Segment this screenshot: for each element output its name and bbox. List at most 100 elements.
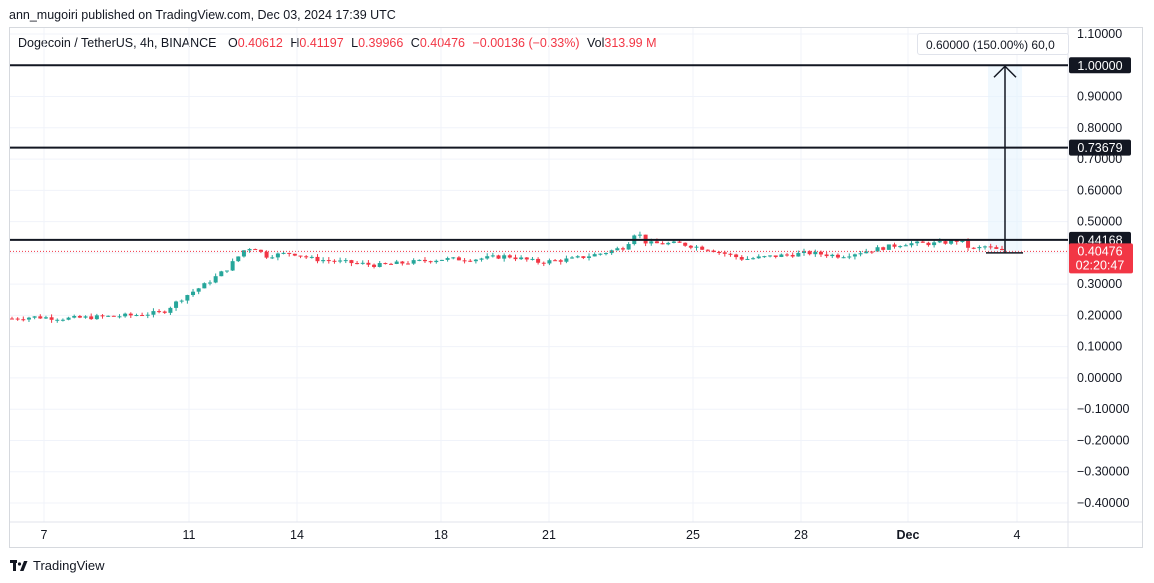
candle-body — [869, 251, 874, 253]
symbol-label[interactable]: Dogecoin / TetherUS, 4h, BINANCE — [18, 36, 217, 50]
candle-body — [179, 300, 184, 302]
y-tick-label: −0.30000 — [1077, 465, 1130, 479]
candle-body — [422, 259, 427, 262]
candle-body — [705, 249, 710, 251]
candle-body — [915, 241, 920, 244]
candle-body — [462, 260, 467, 262]
candle-body — [654, 241, 659, 244]
candle-body — [145, 314, 150, 316]
candle-body — [411, 260, 416, 264]
candle-body — [128, 313, 133, 316]
candle-body — [185, 295, 190, 301]
candle-body — [38, 316, 43, 319]
candle-body — [275, 253, 280, 258]
candle-body — [926, 242, 931, 246]
y-tick-label: 0.50000 — [1077, 215, 1122, 229]
candle-body — [270, 257, 275, 259]
close-label: C — [410, 36, 420, 50]
price-range-tooltip: 0.60000 (150.00%) 60,0 — [917, 33, 1069, 55]
candle-body — [140, 315, 145, 317]
candle-body — [892, 244, 897, 247]
candle-body — [485, 256, 490, 259]
candle-body — [530, 258, 535, 260]
candle-body — [219, 271, 224, 277]
candle-body — [15, 318, 20, 320]
candle-body — [751, 258, 756, 260]
publisher-line: ann_mugoiri published on TradingView.com… — [9, 8, 396, 22]
candle-body — [366, 262, 371, 265]
candle-body — [468, 260, 473, 262]
candle-body — [83, 316, 88, 318]
candle-body — [10, 318, 14, 320]
x-tick-label: Dec — [897, 528, 920, 542]
candle-body — [722, 252, 727, 254]
candle-body — [864, 251, 869, 254]
candle-body — [728, 253, 733, 255]
candle-body — [191, 291, 196, 296]
candle-body — [932, 242, 937, 246]
candle-body — [564, 258, 569, 262]
candle-body — [762, 256, 767, 258]
candle-body — [372, 264, 377, 267]
x-tick-label: 28 — [794, 528, 808, 542]
candle-body — [835, 254, 840, 258]
candle-body — [451, 257, 456, 259]
candle-body — [903, 245, 908, 247]
x-tick-label: 7 — [41, 528, 48, 542]
candle-body — [756, 256, 761, 259]
candle-body — [581, 256, 586, 258]
candle-body — [321, 260, 326, 262]
candle-body — [439, 259, 444, 261]
candle-body — [1000, 248, 1004, 251]
candle-body — [456, 257, 461, 261]
y-tick-label: −0.40000 — [1077, 496, 1130, 510]
candle-body — [971, 247, 976, 249]
candle-body — [949, 240, 954, 244]
candle-body — [258, 249, 263, 252]
candle-body — [309, 256, 314, 258]
candle-body — [196, 288, 201, 292]
candle-body — [558, 260, 563, 262]
candle-body — [818, 251, 823, 255]
candle-body — [123, 313, 128, 317]
candle-body — [434, 260, 439, 263]
candle-body — [847, 256, 852, 258]
level-price-tag — [1069, 139, 1131, 156]
candle-body — [977, 247, 982, 249]
candle-body — [785, 254, 790, 256]
candle-countdown-label: 02:20:47 — [1076, 258, 1125, 272]
tradingview-footer[interactable]: TradingView — [10, 558, 105, 573]
candle-body — [626, 244, 631, 250]
candle-body — [881, 247, 886, 250]
candle-body — [677, 241, 682, 243]
candle-body — [694, 246, 699, 248]
candle-body — [43, 317, 48, 319]
candle-body — [875, 247, 880, 252]
x-tick-label: 4 — [1014, 528, 1021, 542]
y-tick-label: 0.10000 — [1077, 340, 1122, 354]
candle-body — [671, 241, 676, 243]
open-label: O — [227, 36, 238, 50]
candle-body — [49, 317, 54, 320]
y-tick-label: 0.90000 — [1077, 90, 1122, 104]
candle-body — [247, 249, 252, 251]
candle-body — [502, 255, 507, 259]
candle-body — [394, 261, 399, 264]
candle-body — [202, 283, 207, 289]
candle-body — [570, 257, 575, 259]
candle-body — [960, 240, 965, 242]
candle-body — [66, 317, 71, 320]
candle-body — [796, 252, 801, 257]
candle-body — [253, 249, 258, 251]
current-price-label: 0.40476 — [1077, 244, 1122, 258]
candle-body — [841, 257, 846, 259]
candle-body — [649, 241, 654, 244]
y-tick-label: 0.30000 — [1077, 277, 1122, 291]
candle-body — [519, 257, 524, 260]
candle-body — [802, 251, 806, 253]
candle-body — [400, 261, 405, 264]
candle-body — [55, 319, 60, 321]
candle-body — [830, 254, 835, 257]
candle-body — [604, 253, 608, 255]
